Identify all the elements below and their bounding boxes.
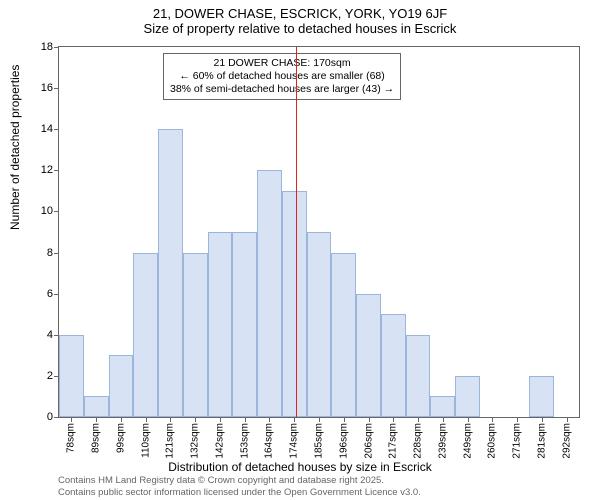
marker-line xyxy=(296,47,297,417)
y-tick-mark xyxy=(54,294,59,295)
y-tick-mark xyxy=(54,47,59,48)
y-tick-mark xyxy=(54,88,59,89)
histogram-bar xyxy=(356,294,381,417)
x-tick-label: 142sqm xyxy=(214,423,225,459)
x-tick-label: 239sqm xyxy=(437,423,448,459)
y-tick-label: 8 xyxy=(27,247,53,259)
x-tick-mark xyxy=(344,417,345,422)
x-tick-mark xyxy=(170,417,171,422)
y-tick-label: 4 xyxy=(27,329,53,341)
x-tick-label: 196sqm xyxy=(338,423,349,459)
x-tick-mark xyxy=(319,417,320,422)
y-tick-mark xyxy=(54,129,59,130)
x-tick-label: 110sqm xyxy=(140,423,151,458)
x-tick-label: 89sqm xyxy=(91,423,102,453)
histogram-bar xyxy=(406,335,431,417)
histogram-bar xyxy=(158,129,183,417)
y-tick-label: 14 xyxy=(27,123,53,135)
chart-container: 21, DOWER CHASE, ESCRICK, YORK, YO19 6JF… xyxy=(0,0,600,500)
x-tick-mark xyxy=(245,417,246,422)
histogram-bar xyxy=(529,376,554,417)
footer-line2: Contains public sector information licen… xyxy=(58,487,421,498)
y-axis-label: Number of detached properties xyxy=(8,65,22,230)
y-tick-mark xyxy=(54,211,59,212)
x-tick-label: 99sqm xyxy=(115,423,126,453)
x-tick-mark xyxy=(269,417,270,422)
x-tick-label: 281sqm xyxy=(536,423,547,459)
x-tick-mark xyxy=(96,417,97,422)
annotation-box: 21 DOWER CHASE: 170sqm ← 60% of detached… xyxy=(163,53,401,100)
chart-title-line1: 21, DOWER CHASE, ESCRICK, YORK, YO19 6JF xyxy=(0,0,600,21)
x-tick-label: 260sqm xyxy=(487,423,498,459)
x-tick-label: 78sqm xyxy=(66,423,77,453)
histogram-bar xyxy=(455,376,480,417)
x-tick-label: 185sqm xyxy=(314,423,325,459)
x-tick-label: 164sqm xyxy=(264,423,275,459)
histogram-bar xyxy=(232,232,257,417)
x-tick-label: 228sqm xyxy=(413,423,424,459)
x-tick-label: 271sqm xyxy=(512,423,523,459)
histogram-bar xyxy=(84,396,109,417)
y-tick-label: 6 xyxy=(27,288,53,300)
x-tick-mark xyxy=(220,417,221,422)
x-tick-label: 121sqm xyxy=(165,423,176,459)
plot-area: 21 DOWER CHASE: 170sqm ← 60% of detached… xyxy=(58,46,580,418)
footer-line1: Contains HM Land Registry data © Crown c… xyxy=(58,475,421,486)
histogram-bar xyxy=(257,170,282,417)
x-tick-label: 292sqm xyxy=(561,423,572,459)
annotation-line3: 38% of semi-detached houses are larger (… xyxy=(170,83,394,96)
y-tick-label: 10 xyxy=(27,205,53,217)
x-tick-mark xyxy=(121,417,122,422)
annotation-line1: 21 DOWER CHASE: 170sqm xyxy=(170,57,394,70)
x-tick-label: 217sqm xyxy=(388,423,399,459)
x-tick-mark xyxy=(418,417,419,422)
x-tick-mark xyxy=(468,417,469,422)
histogram-bar xyxy=(109,355,134,417)
x-tick-mark xyxy=(492,417,493,422)
y-tick-label: 2 xyxy=(27,370,53,382)
y-tick-label: 16 xyxy=(27,82,53,94)
x-tick-mark xyxy=(517,417,518,422)
annotation-line2: ← 60% of detached houses are smaller (68… xyxy=(170,70,394,83)
x-tick-label: 174sqm xyxy=(289,423,300,459)
y-tick-label: 0 xyxy=(27,411,53,423)
histogram-bar xyxy=(430,396,455,417)
histogram-bar xyxy=(133,253,158,417)
x-tick-label: 153sqm xyxy=(239,423,250,459)
histogram-bar xyxy=(381,314,406,417)
x-tick-mark xyxy=(542,417,543,422)
x-tick-mark xyxy=(294,417,295,422)
footer-attribution: Contains HM Land Registry data © Crown c… xyxy=(58,475,421,498)
x-tick-mark xyxy=(71,417,72,422)
x-tick-label: 132sqm xyxy=(190,423,201,459)
chart-title-line2: Size of property relative to detached ho… xyxy=(0,21,600,36)
y-tick-label: 18 xyxy=(27,41,53,53)
x-axis-label: Distribution of detached houses by size … xyxy=(0,460,600,474)
y-tick-mark xyxy=(54,417,59,418)
x-tick-mark xyxy=(195,417,196,422)
x-tick-mark xyxy=(369,417,370,422)
histogram-bar xyxy=(59,335,84,417)
x-tick-mark xyxy=(393,417,394,422)
histogram-bar xyxy=(208,232,233,417)
x-tick-mark xyxy=(443,417,444,422)
histogram-bar xyxy=(183,253,208,417)
y-tick-mark xyxy=(54,253,59,254)
y-tick-mark xyxy=(54,170,59,171)
x-tick-label: 249sqm xyxy=(462,423,473,459)
histogram-bar xyxy=(307,232,332,417)
histogram-bar xyxy=(331,253,356,417)
x-tick-label: 206sqm xyxy=(363,423,374,459)
y-tick-label: 12 xyxy=(27,164,53,176)
x-tick-mark xyxy=(146,417,147,422)
histogram-bar xyxy=(282,191,307,417)
x-tick-mark xyxy=(567,417,568,422)
